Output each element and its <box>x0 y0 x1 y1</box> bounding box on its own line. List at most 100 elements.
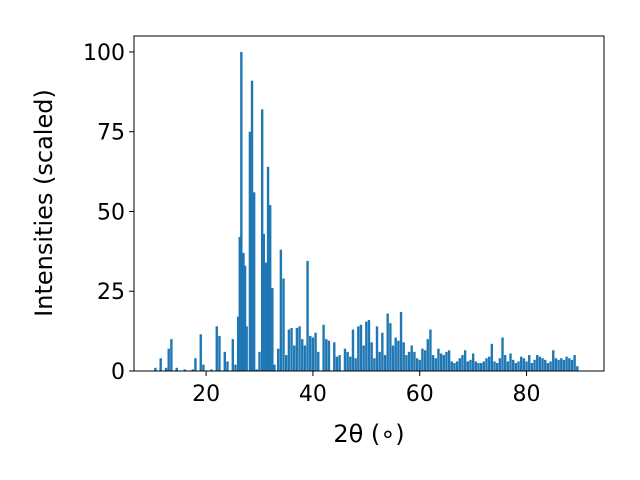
bar <box>538 356 542 371</box>
bar <box>240 51 243 371</box>
bars-group <box>154 51 579 372</box>
bar <box>234 364 237 371</box>
bar <box>479 363 483 371</box>
bar <box>266 166 270 371</box>
bar <box>271 288 274 371</box>
bar <box>512 359 515 371</box>
bar <box>437 348 440 371</box>
bar <box>346 351 349 371</box>
x-tick-label: 20 <box>192 382 220 407</box>
bar <box>397 340 400 371</box>
bar <box>546 363 550 371</box>
bar <box>405 355 408 371</box>
bar <box>541 358 544 371</box>
bar <box>431 355 435 371</box>
bar <box>290 327 293 371</box>
bar <box>314 332 317 371</box>
y-tick-label: 25 <box>97 280 125 305</box>
bar <box>501 337 504 371</box>
bar <box>576 366 579 371</box>
y-tick-label: 50 <box>97 200 125 225</box>
bar <box>367 319 371 371</box>
bar <box>325 339 328 371</box>
bar <box>183 369 186 371</box>
bar <box>383 355 387 371</box>
bar <box>487 356 491 371</box>
plot-frame <box>133 35 605 372</box>
bar <box>445 351 448 371</box>
bar <box>477 363 480 371</box>
bar <box>301 339 304 371</box>
bar <box>199 334 202 371</box>
bar <box>554 358 558 371</box>
bar <box>333 342 336 371</box>
bar <box>202 364 205 371</box>
bar <box>573 355 576 371</box>
bar <box>354 358 357 371</box>
bar <box>389 323 392 371</box>
bar <box>338 355 341 371</box>
bar <box>303 345 307 371</box>
bar <box>410 345 413 371</box>
bar <box>245 326 248 371</box>
bar <box>394 337 397 371</box>
bar <box>349 356 352 371</box>
bar <box>549 361 552 371</box>
bar <box>469 359 472 371</box>
bar <box>509 353 512 371</box>
bar <box>154 367 157 371</box>
x-axis-label: 2θ (∘) <box>333 420 404 448</box>
bar <box>525 361 528 371</box>
bar <box>264 262 268 371</box>
bar <box>243 265 247 371</box>
bar <box>407 351 411 371</box>
bar <box>223 351 226 371</box>
bar <box>295 327 299 371</box>
bar <box>536 355 539 371</box>
bar <box>493 361 496 371</box>
bar <box>568 358 571 371</box>
bar <box>485 358 488 371</box>
bar <box>210 369 213 371</box>
bar <box>359 324 363 371</box>
bar <box>279 249 283 371</box>
bar <box>170 339 173 371</box>
bar <box>373 358 376 371</box>
bar <box>552 350 555 371</box>
bar <box>293 345 296 371</box>
bar <box>378 351 381 371</box>
bar <box>495 363 499 371</box>
bar <box>434 358 437 371</box>
bar <box>309 335 312 371</box>
bar <box>236 316 240 371</box>
bar <box>498 358 502 371</box>
bar <box>562 359 566 371</box>
bar <box>365 321 368 371</box>
bar <box>455 361 459 371</box>
bar <box>423 350 427 371</box>
bar <box>277 348 280 371</box>
bar <box>450 361 453 371</box>
bar <box>164 367 168 371</box>
bar <box>528 355 531 371</box>
bar <box>570 359 574 371</box>
bar <box>442 355 445 371</box>
bar <box>413 351 416 371</box>
bar <box>175 367 178 371</box>
bar <box>565 356 568 371</box>
bar <box>287 329 291 371</box>
bar <box>506 361 510 371</box>
bar <box>351 329 355 371</box>
bar <box>226 361 229 371</box>
bar <box>439 353 443 371</box>
bar <box>426 339 429 371</box>
bar <box>167 348 170 371</box>
y-axis-label: Intensities (scaled) <box>30 89 58 317</box>
bar <box>282 278 285 371</box>
bar <box>490 343 494 371</box>
bar <box>458 358 461 371</box>
bar <box>557 359 560 371</box>
bar <box>218 335 221 371</box>
bar <box>453 363 456 371</box>
